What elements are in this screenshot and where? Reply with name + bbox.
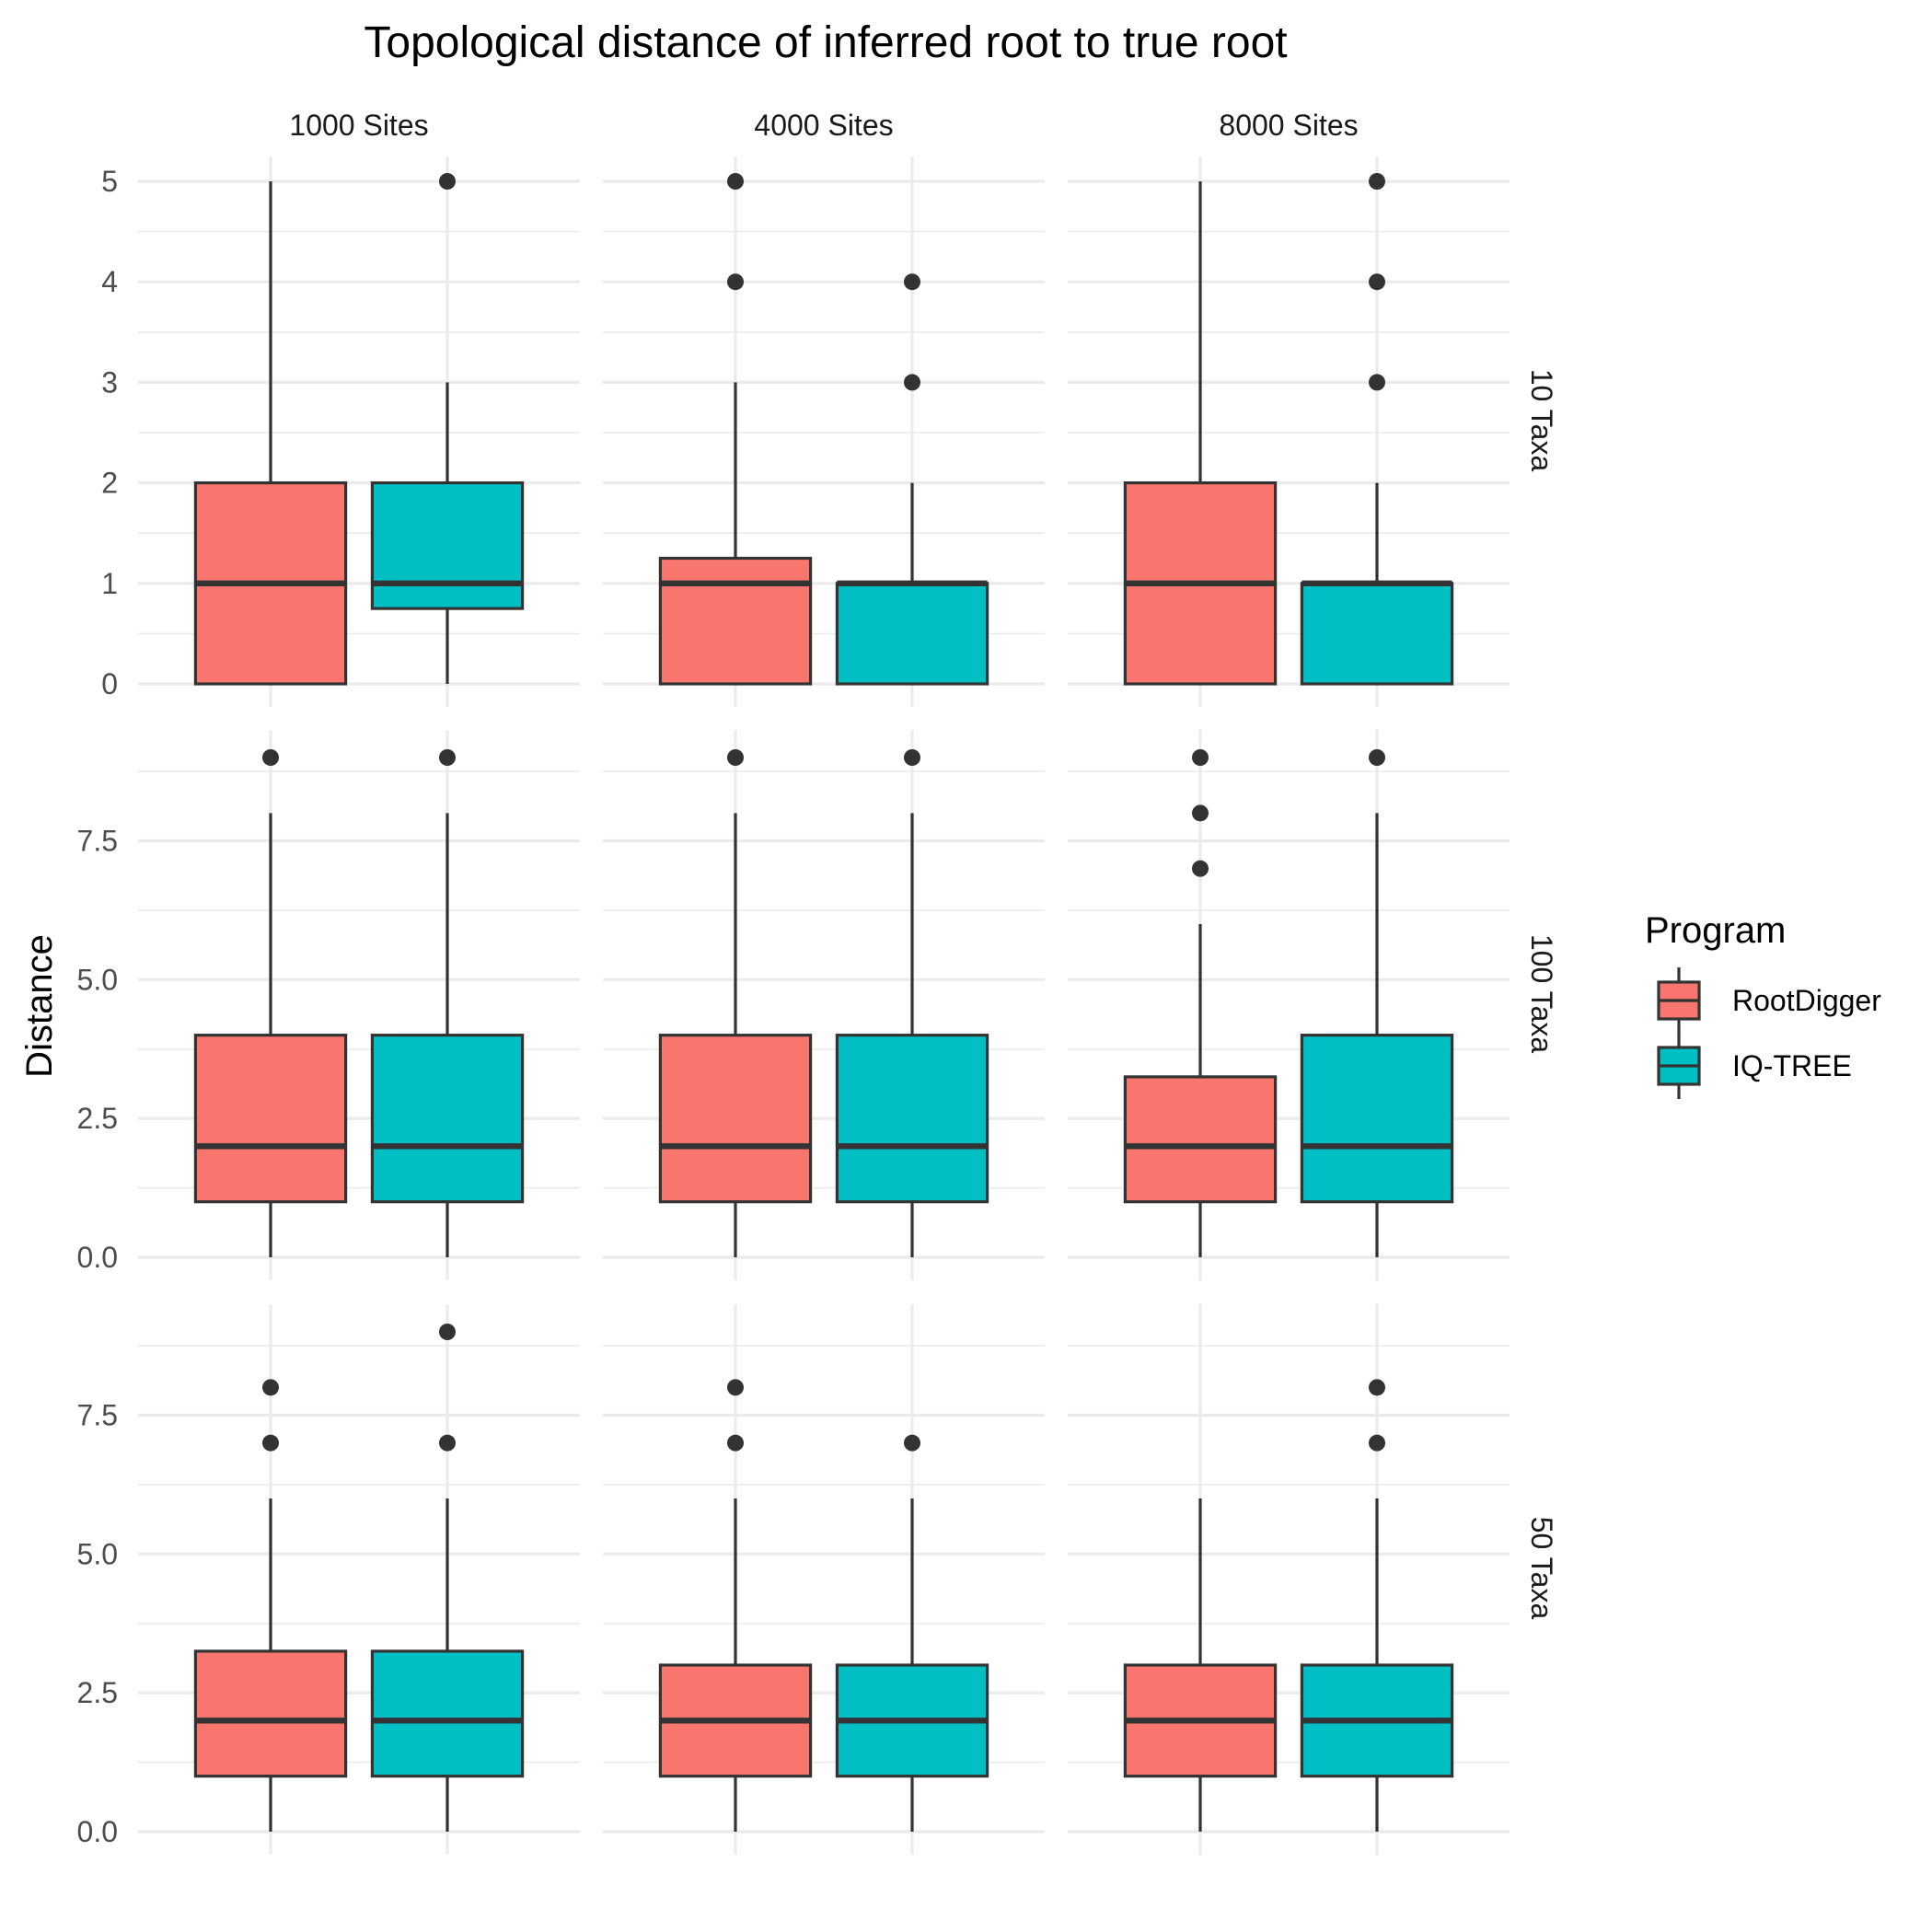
box-iqr <box>835 1034 989 1204</box>
y-tick-label: 3 <box>101 365 118 399</box>
outlier-point <box>727 1379 744 1396</box>
outlier-point <box>1192 860 1209 877</box>
outlier-point <box>727 749 744 766</box>
y-axis-label: Distance <box>19 934 60 1078</box>
outlier-point <box>439 749 456 766</box>
legend-label: RootDigger <box>1732 984 1881 1017</box>
row-strip-label: 100 Taxa <box>1525 934 1558 1054</box>
chart-title: Topological distance of inferred root to… <box>364 18 1287 67</box>
column-strip-label: 8000 Sites <box>1219 109 1358 142</box>
outlier-point <box>904 374 920 391</box>
outlier-point <box>262 1379 279 1396</box>
row-strip-label: 10 Taxa <box>1525 369 1558 472</box>
y-tick-label: 0 <box>101 667 118 700</box>
y-tick-label: 5.0 <box>77 963 118 996</box>
outlier-point <box>1369 749 1385 766</box>
box-iqr <box>370 1649 525 1778</box>
outlier-point <box>904 273 920 291</box>
legend-label: IQ-TREE <box>1732 1049 1852 1082</box>
outlier-point <box>904 1434 920 1452</box>
y-tick-label: 5.0 <box>77 1537 118 1570</box>
box-iqr <box>193 1649 348 1778</box>
y-tick-label: 4 <box>101 265 118 298</box>
outlier-point <box>1192 749 1209 766</box>
outlier-point <box>1192 804 1209 822</box>
y-tick-label: 2.5 <box>77 1676 118 1709</box>
outlier-point <box>439 173 456 190</box>
y-tick-label: 0.0 <box>77 1815 118 1848</box>
y-tick-label: 7.5 <box>77 825 118 858</box>
box-iqr <box>658 1034 813 1204</box>
y-tick-label: 7.5 <box>77 1399 118 1432</box>
outlier-point <box>727 173 744 190</box>
outlier-point <box>727 273 744 291</box>
legend-title: Program <box>1645 910 1786 951</box>
outlier-point <box>1369 273 1385 291</box>
box-iqr <box>1123 1075 1278 1204</box>
y-tick-label: 5 <box>101 165 118 198</box>
outlier-point <box>1369 374 1385 391</box>
column-strip-label: 4000 Sites <box>754 109 893 142</box>
row-strip-label: 50 Taxa <box>1525 1517 1558 1620</box>
box-iqr <box>1300 1034 1454 1204</box>
box-iqr <box>658 556 813 686</box>
box-iqr <box>370 480 525 610</box>
y-tick-label: 0.0 <box>77 1241 118 1274</box>
outlier-point <box>1369 1434 1385 1452</box>
outlier-point <box>439 1434 456 1452</box>
outlier-point <box>1369 173 1385 190</box>
y-tick-label: 2.5 <box>77 1102 118 1135</box>
box-iqr <box>370 1034 525 1204</box>
outlier-point <box>904 749 920 766</box>
outlier-point <box>262 749 279 766</box>
box-iqr <box>1300 582 1454 686</box>
box-iqr <box>835 582 989 686</box>
legend: Program RootDigger IQ-TREE <box>1645 910 1881 1099</box>
column-strip-label: 1000 Sites <box>289 109 428 142</box>
outlier-point <box>262 1434 279 1452</box>
y-tick-label: 1 <box>101 567 118 600</box>
y-tick-label: 2 <box>101 467 118 500</box>
outlier-point <box>439 1324 456 1340</box>
outlier-point <box>727 1434 744 1452</box>
outlier-point <box>1369 1379 1385 1396</box>
box-iqr <box>193 1034 348 1204</box>
